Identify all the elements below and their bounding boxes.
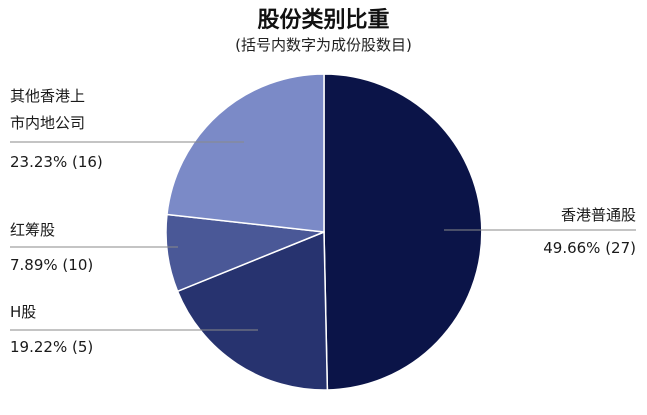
slice-label: H股	[10, 303, 36, 321]
chart-title: 股份类别比重	[257, 8, 390, 33]
slice-label: 其他香港上	[10, 87, 85, 105]
pie-slice	[176, 230, 329, 391]
slice-label: 市内地公司	[10, 114, 85, 132]
slice-value-label: 49.66% (27)	[543, 239, 636, 257]
slice-value-label: 19.22% (5)	[10, 338, 93, 356]
pie-slice	[166, 73, 325, 233]
chart-subtitle: (括号内数字为成份股数目)	[235, 36, 412, 54]
slice-value-label: 7.89% (10)	[10, 256, 93, 274]
slice-label: 红筹股	[10, 221, 55, 239]
pie-slice	[323, 73, 483, 391]
slice-label: 香港普通股	[561, 206, 636, 224]
slice-value-label: 23.23% (16)	[10, 153, 103, 171]
